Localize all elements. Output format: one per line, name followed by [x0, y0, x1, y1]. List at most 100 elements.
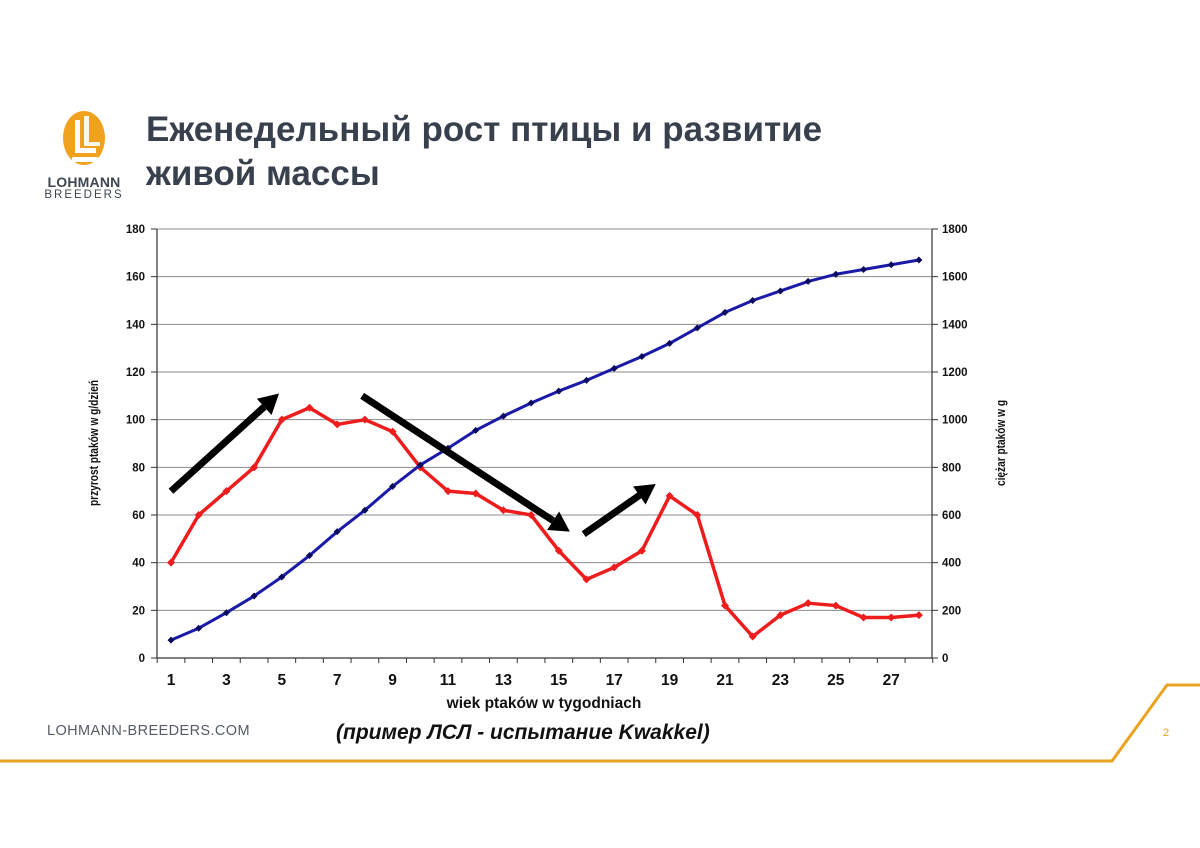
chart-series — [167, 256, 923, 644]
x-tick-label: 19 — [661, 672, 679, 689]
data-point-body-weight — [666, 339, 674, 347]
data-point-daily-gain — [554, 546, 563, 555]
data-point-daily-gain — [637, 546, 646, 555]
data-point-body-weight — [915, 256, 923, 264]
data-point-body-weight — [721, 308, 729, 316]
x-tick-label: 3 — [222, 672, 231, 689]
data-point-body-weight — [250, 592, 258, 600]
trend-arrow-down — [360, 392, 570, 532]
data-point-body-weight — [693, 324, 701, 332]
data-point-daily-gain — [444, 487, 452, 496]
y-tick-label-right: 1000 — [942, 415, 968, 427]
page-number: 2 — [1163, 727, 1170, 739]
chart-axes — [151, 228, 938, 663]
y-tick-label-left: 60 — [132, 510, 145, 522]
trend-arrow-shaft — [168, 404, 267, 494]
y-tick-label-right: 400 — [942, 558, 961, 570]
chart-tick-labels: 0 0 20 200 40 400 60 600 80 800 100 1000 120 1200 140 1… — [126, 224, 968, 689]
data-point-body-weight — [278, 573, 286, 581]
data-point-body-weight — [583, 376, 590, 384]
x-tick-label: 7 — [333, 672, 342, 689]
x-tick-label: 11 — [440, 672, 457, 689]
x-tick-label: 25 — [827, 672, 845, 689]
data-point-daily-gain — [471, 489, 480, 498]
trend-arrow-up — [168, 393, 280, 494]
y-tick-label-right: 0 — [942, 653, 948, 665]
data-point-body-weight — [776, 287, 784, 295]
data-point-daily-gain — [721, 601, 729, 610]
y-tick-label-right: 1800 — [942, 224, 968, 236]
data-point-daily-gain — [693, 511, 702, 519]
data-point-body-weight — [167, 636, 175, 644]
y-tick-label-left: 140 — [126, 319, 145, 331]
data-point-daily-gain — [914, 611, 923, 620]
trend-arrow-up — [581, 484, 656, 537]
data-point-body-weight — [610, 364, 618, 372]
data-point-daily-gain — [859, 613, 868, 622]
data-point-body-weight — [222, 609, 230, 617]
y-tick-label-left: 180 — [126, 224, 145, 236]
y-axis-left-label: przyrost ptaków w g/dzień — [87, 380, 101, 506]
data-point-body-weight — [195, 624, 203, 632]
y-tick-label-left: 20 — [132, 605, 145, 617]
y-tick-label-left: 160 — [126, 272, 145, 284]
data-point-body-weight — [887, 261, 895, 269]
data-point-body-weight — [749, 297, 757, 304]
y-tick-label-right: 200 — [942, 605, 961, 617]
x-tick-label: 15 — [550, 672, 568, 689]
x-tick-label: 1 — [167, 672, 176, 689]
chart-gridlines — [157, 228, 932, 611]
y-tick-label-left: 120 — [126, 367, 145, 379]
y-tick-label-right: 1400 — [942, 319, 968, 331]
x-tick-label: 9 — [388, 672, 397, 689]
y-tick-label-right: 1600 — [942, 272, 968, 284]
x-tick-label: 5 — [277, 672, 286, 689]
slide-title-line-1: Еженедельный рост птицы и развитие — [146, 110, 823, 149]
data-point-body-weight — [555, 387, 563, 395]
y-tick-label-right: 1200 — [942, 367, 968, 379]
trend-arrow-head — [633, 484, 656, 505]
data-point-body-weight — [333, 528, 341, 536]
y-tick-label-left: 0 — [139, 653, 145, 665]
x-axis-label: wiek ptaków w tygodniach — [446, 695, 642, 712]
data-point-daily-gain — [831, 601, 840, 610]
series-line-daily-gain — [169, 406, 920, 639]
data-point-body-weight — [499, 412, 507, 420]
data-point-daily-gain — [277, 415, 286, 424]
data-point-body-weight — [361, 506, 369, 514]
data-point-daily-gain — [194, 511, 203, 519]
data-point-body-weight — [306, 552, 313, 560]
lohmann-ll-logo-icon — [63, 111, 105, 165]
data-point-body-weight — [832, 270, 840, 278]
data-point-daily-gain — [250, 463, 259, 472]
data-point-daily-gain — [333, 420, 342, 429]
slide-title: Еженедельный рост птицы и развитие живой… — [146, 108, 946, 196]
data-point-daily-gain — [527, 511, 536, 519]
website-url: LOHMANN-BREEDERS.COM — [47, 723, 250, 739]
data-point-daily-gain — [499, 506, 508, 515]
slide-title-line-2: живой массы — [146, 154, 380, 193]
data-point-body-weight — [860, 266, 867, 274]
y-axis-right-label: ciężar ptaków w g — [994, 400, 1008, 486]
data-point-daily-gain — [748, 632, 757, 641]
chart-annotation-arrows — [168, 392, 656, 537]
data-point-daily-gain — [388, 427, 397, 436]
data-point-daily-gain — [167, 558, 175, 567]
x-tick-label: 21 — [716, 672, 734, 689]
x-tick-label: 27 — [883, 672, 900, 689]
data-point-daily-gain — [360, 415, 369, 424]
lohmann-logo: LOHMANN BREEDERS — [44, 108, 124, 203]
series-line-body-weight — [170, 258, 920, 642]
x-tick-label: 13 — [495, 672, 513, 689]
y-tick-label-right: 600 — [942, 510, 961, 522]
y-tick-label-left: 100 — [126, 415, 145, 427]
data-point-daily-gain — [610, 563, 619, 572]
trend-arrow-head — [547, 511, 570, 532]
data-point-daily-gain — [582, 575, 591, 584]
trend-arrow-head — [256, 393, 280, 416]
data-point-daily-gain — [305, 403, 314, 412]
data-point-body-weight — [638, 353, 646, 361]
chart-caption: (пример ЛСЛ - испытание Kwakkel) — [336, 721, 710, 744]
data-point-body-weight — [804, 277, 812, 285]
trend-arrow-shaft — [581, 492, 642, 537]
